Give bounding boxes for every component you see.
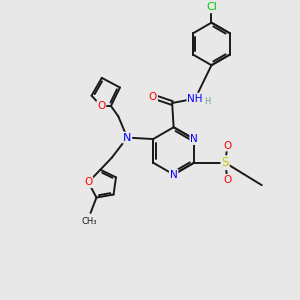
Text: CH₃: CH₃ xyxy=(81,217,97,226)
Text: N: N xyxy=(123,133,131,142)
Text: N: N xyxy=(170,169,178,179)
Text: O: O xyxy=(224,141,232,151)
Text: O: O xyxy=(224,175,232,185)
Text: S: S xyxy=(221,156,229,169)
Text: H: H xyxy=(204,97,211,106)
Text: O: O xyxy=(97,101,106,111)
Text: O: O xyxy=(84,177,92,187)
Text: O: O xyxy=(149,92,157,101)
Text: NH: NH xyxy=(188,94,203,103)
Text: N: N xyxy=(190,134,198,144)
Text: Cl: Cl xyxy=(206,2,217,12)
